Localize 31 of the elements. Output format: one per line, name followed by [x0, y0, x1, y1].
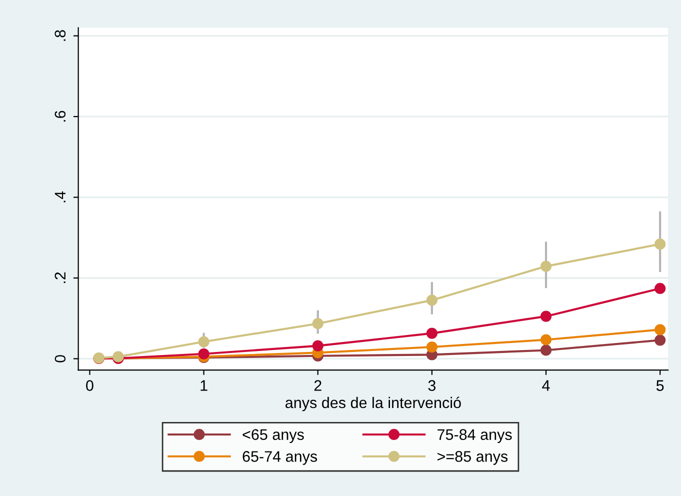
x-tick-label: 4: [542, 380, 550, 391]
point: [426, 341, 438, 353]
x-tick-label: 3: [428, 380, 436, 391]
legend-label: >=85 anys: [438, 451, 508, 465]
point: [540, 344, 552, 356]
y-tick-label: .4: [54, 191, 66, 202]
x-axis-title: anys des de la intervenció: [286, 396, 461, 412]
point: [198, 348, 210, 360]
point: [426, 294, 438, 306]
point: [198, 336, 210, 348]
legend-label: 65-74 anys: [242, 451, 318, 465]
point: [654, 238, 666, 250]
point: [312, 318, 324, 330]
legend-label: 75-84 anys: [438, 429, 512, 444]
point: [540, 334, 552, 346]
point: [654, 324, 666, 336]
x-tick-label: 2: [314, 380, 322, 391]
point: [654, 282, 666, 294]
legend-label: <65 anys: [242, 429, 304, 444]
point: [654, 334, 666, 346]
y-tick-label: .8: [54, 30, 66, 41]
x-tick-label: 5: [656, 380, 664, 391]
point: [540, 310, 552, 322]
point: [540, 260, 552, 272]
x-tick-label: 1: [200, 380, 208, 391]
x-tick-label: 0: [86, 380, 94, 391]
y-tick-label: .2: [54, 272, 66, 283]
point: [312, 340, 324, 352]
point: [426, 328, 438, 339]
y-tick-label: .6: [54, 110, 66, 122]
y-tick-label: 0: [54, 355, 66, 362]
